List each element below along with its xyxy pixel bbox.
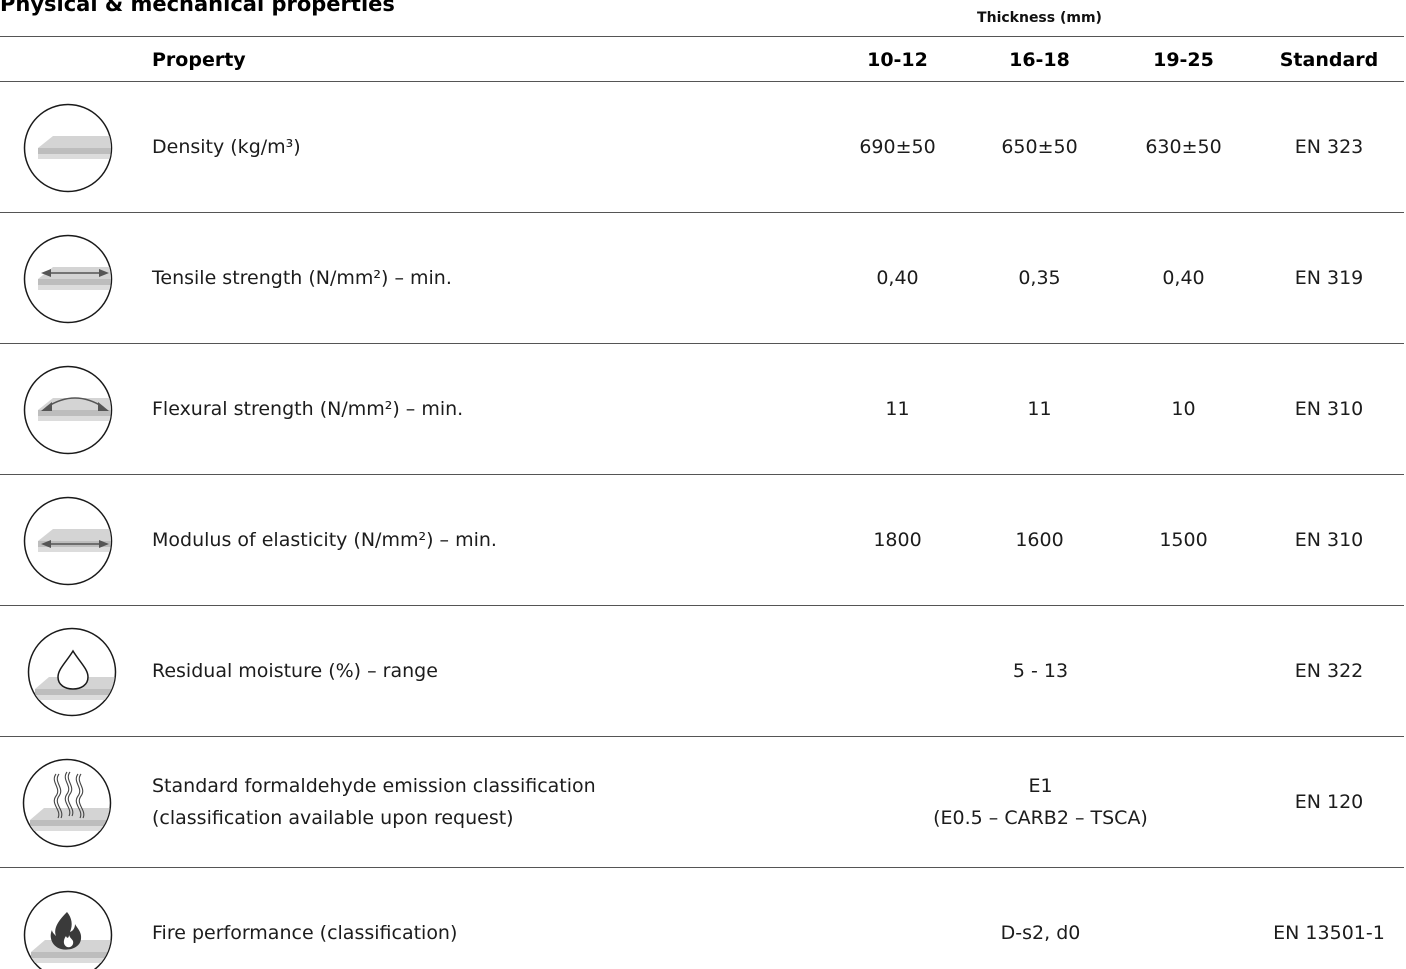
value-19-25: 630±50 (1145, 136, 1222, 158)
moisture-drop-icon (27, 627, 117, 717)
property-label: Modulus of elasticity (N/mm²) – min. (152, 529, 497, 551)
property-label: Tensile strength (N/mm²) – min. (152, 267, 452, 289)
property-label: Residual moisture (%) – range (152, 660, 438, 682)
fire-flame-icon (23, 890, 113, 969)
table-row: Tensile strength (N/mm²) – min. 0,40 0,3… (0, 213, 1404, 343)
standard-value: EN 310 (1294, 398, 1364, 420)
table-row: Density (kg/m³) 690±50 650±50 630±50 EN … (0, 82, 1404, 212)
property-label: Standard formaldehyde emission classific… (152, 775, 596, 829)
header-thickness-19-25: 19-25 (1153, 49, 1214, 71)
page-title: Physical & mechanical properties (0, 0, 395, 16)
value-all-thickness: 5 - 13 (1012, 660, 1069, 682)
standard-value: EN 323 (1294, 136, 1364, 158)
value-10-12: 690±50 (859, 136, 936, 158)
header-standard: Standard (1279, 49, 1379, 71)
divider (0, 605, 1404, 606)
divider (0, 212, 1404, 213)
divider (0, 867, 1404, 868)
value-all-thickness: E1 (E0.5 – CARB2 – TSCA) (933, 775, 1148, 829)
divider (0, 343, 1404, 344)
divider (0, 81, 1404, 82)
tensile-strength-icon (23, 234, 113, 324)
value-19-25: 1500 (1159, 529, 1208, 551)
flexural-strength-icon (23, 365, 113, 455)
divider (0, 474, 1404, 475)
value-16-18: 1600 (1015, 529, 1064, 551)
divider (0, 736, 1404, 737)
standard-value: EN 310 (1294, 529, 1364, 551)
header-property: Property (152, 49, 246, 71)
standard-value: EN 322 (1294, 660, 1364, 682)
property-label: Flexural strength (N/mm²) – min. (152, 398, 464, 420)
value-19-25: 0,40 (1162, 267, 1205, 289)
table-row: Modulus of elasticity (N/mm²) – min. 180… (0, 475, 1404, 605)
table-row: Residual moisture (%) – range 5 - 13 EN … (0, 606, 1404, 736)
value-16-18: 11 (1027, 398, 1052, 420)
value-10-12: 1800 (873, 529, 922, 551)
value-19-25: 10 (1171, 398, 1196, 420)
standard-value: EN 319 (1294, 267, 1364, 289)
standard-value: EN 13501-1 (1273, 922, 1385, 944)
density-icon (23, 103, 113, 193)
table-row: Flexural strength (N/mm²) – min. 11 11 1… (0, 344, 1404, 474)
value-10-12: 11 (885, 398, 910, 420)
table-row: Standard formaldehyde emission classific… (0, 737, 1404, 867)
value-10-12: 0,40 (876, 267, 919, 289)
modulus-elasticity-icon (23, 496, 113, 586)
table-row: Fire performance (classification) D-s2, … (0, 868, 1404, 969)
property-label: Fire performance (classification) (152, 922, 458, 944)
property-label: Density (kg/m³) (152, 136, 301, 158)
header-thickness-10-12: 10-12 (867, 49, 928, 71)
standard-value: EN 120 (1294, 791, 1364, 813)
value-16-18: 650±50 (1001, 136, 1078, 158)
emission-vapor-icon (22, 758, 112, 848)
value-all-thickness: D-s2, d0 (1000, 922, 1081, 944)
thickness-group-label: Thickness (mm) (977, 10, 1102, 26)
divider (0, 36, 1404, 37)
header-thickness-16-18: 16-18 (1009, 49, 1070, 71)
value-16-18: 0,35 (1018, 267, 1061, 289)
